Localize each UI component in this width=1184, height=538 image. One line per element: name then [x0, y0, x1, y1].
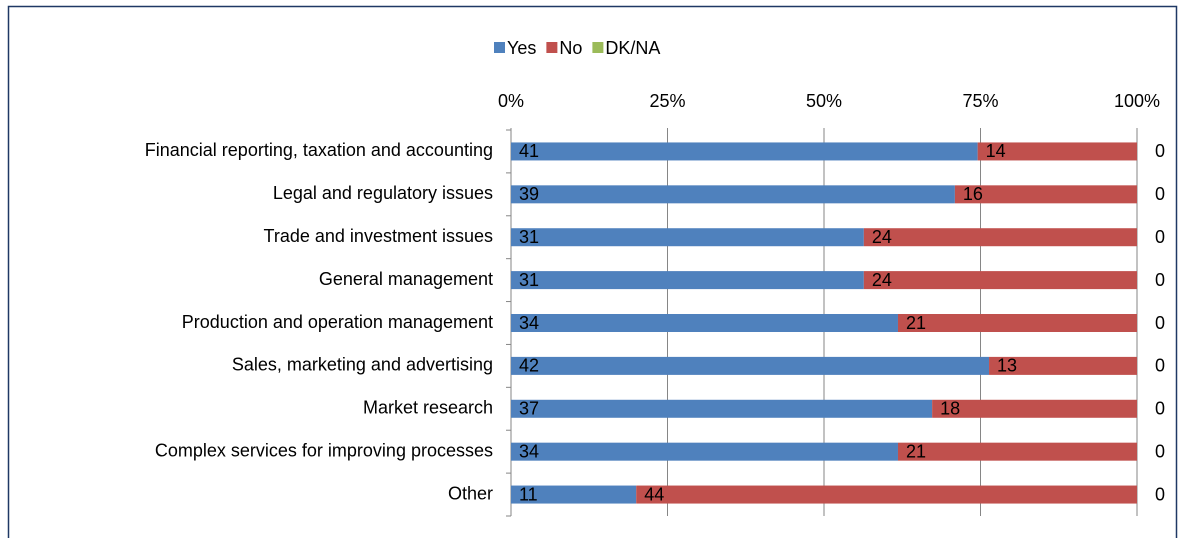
data-label: 42: [519, 356, 539, 376]
data-label: 24: [872, 227, 892, 247]
data-label: 34: [519, 441, 539, 461]
data-label: 0: [1155, 270, 1165, 290]
data-label: 24: [872, 270, 892, 290]
y-tick-label: Trade and investment issues: [264, 226, 493, 246]
x-tick-label: 50%: [806, 91, 842, 111]
bar-segment: [511, 356, 990, 375]
bar-segment: [863, 271, 1137, 290]
bar-segment: [977, 142, 1137, 161]
x-tick-label: 75%: [962, 91, 998, 111]
bar-segment: [989, 356, 1137, 375]
data-label: 13: [997, 356, 1017, 376]
data-label: 18: [940, 399, 960, 419]
data-label: 0: [1155, 184, 1165, 204]
data-label: 34: [519, 313, 539, 333]
data-label: 31: [519, 270, 539, 290]
data-label: 0: [1155, 227, 1165, 247]
x-tick-label: 25%: [649, 91, 685, 111]
x-tick-label: 100%: [1114, 91, 1160, 111]
data-label: 37: [519, 399, 539, 419]
data-label: 21: [906, 313, 926, 333]
y-tick-label: Other: [448, 483, 493, 503]
y-tick-label: General management: [319, 269, 493, 289]
bar-segment: [511, 271, 864, 290]
data-label: 21: [906, 441, 926, 461]
bar-segment: [511, 185, 955, 204]
legend-swatch: [546, 42, 558, 53]
bar-segment: [511, 442, 898, 461]
y-tick-label: Sales, marketing and advertising: [232, 355, 493, 375]
y-tick-label: Production and operation management: [182, 312, 493, 332]
data-label: 0: [1155, 441, 1165, 461]
bar-segment: [897, 442, 1137, 461]
bar-segment: [932, 399, 1137, 418]
y-tick-label: Legal and regulatory issues: [273, 183, 493, 203]
y-tick-label: Complex services for improving processes: [155, 440, 493, 460]
data-label: 11: [519, 484, 538, 504]
legend-swatch: [494, 42, 505, 53]
y-tick-label: Market research: [363, 398, 493, 418]
bar-segment: [511, 485, 637, 504]
data-label: 0: [1155, 484, 1165, 504]
legend-label: DK/NA: [605, 38, 660, 58]
data-label: 0: [1155, 356, 1165, 376]
data-label: 31: [519, 227, 539, 247]
bar-segment: [511, 142, 978, 161]
legend-swatch: [592, 42, 604, 53]
x-tick-label: 0%: [498, 91, 524, 111]
bar-segment: [511, 314, 898, 332]
data-label: 0: [1155, 141, 1165, 161]
data-label: 0: [1155, 313, 1165, 333]
legend-label: No: [559, 38, 582, 58]
data-label: 44: [644, 484, 664, 504]
bar-segment: [954, 185, 1137, 204]
bar-segment: [511, 399, 933, 418]
data-label: 39: [519, 184, 539, 204]
data-label: 14: [986, 141, 1006, 161]
bar-segment: [897, 314, 1137, 332]
chart-frame: [7, 5, 1178, 538]
y-tick-label: Financial reporting, taxation and accoun…: [145, 140, 493, 160]
data-label: 16: [963, 184, 983, 204]
bar-segment: [863, 228, 1137, 247]
legend-label: Yes: [507, 38, 536, 58]
data-label: 41: [519, 141, 539, 161]
bar-segment: [636, 485, 1137, 504]
data-label: 0: [1155, 399, 1165, 419]
bar-segment: [511, 228, 864, 247]
